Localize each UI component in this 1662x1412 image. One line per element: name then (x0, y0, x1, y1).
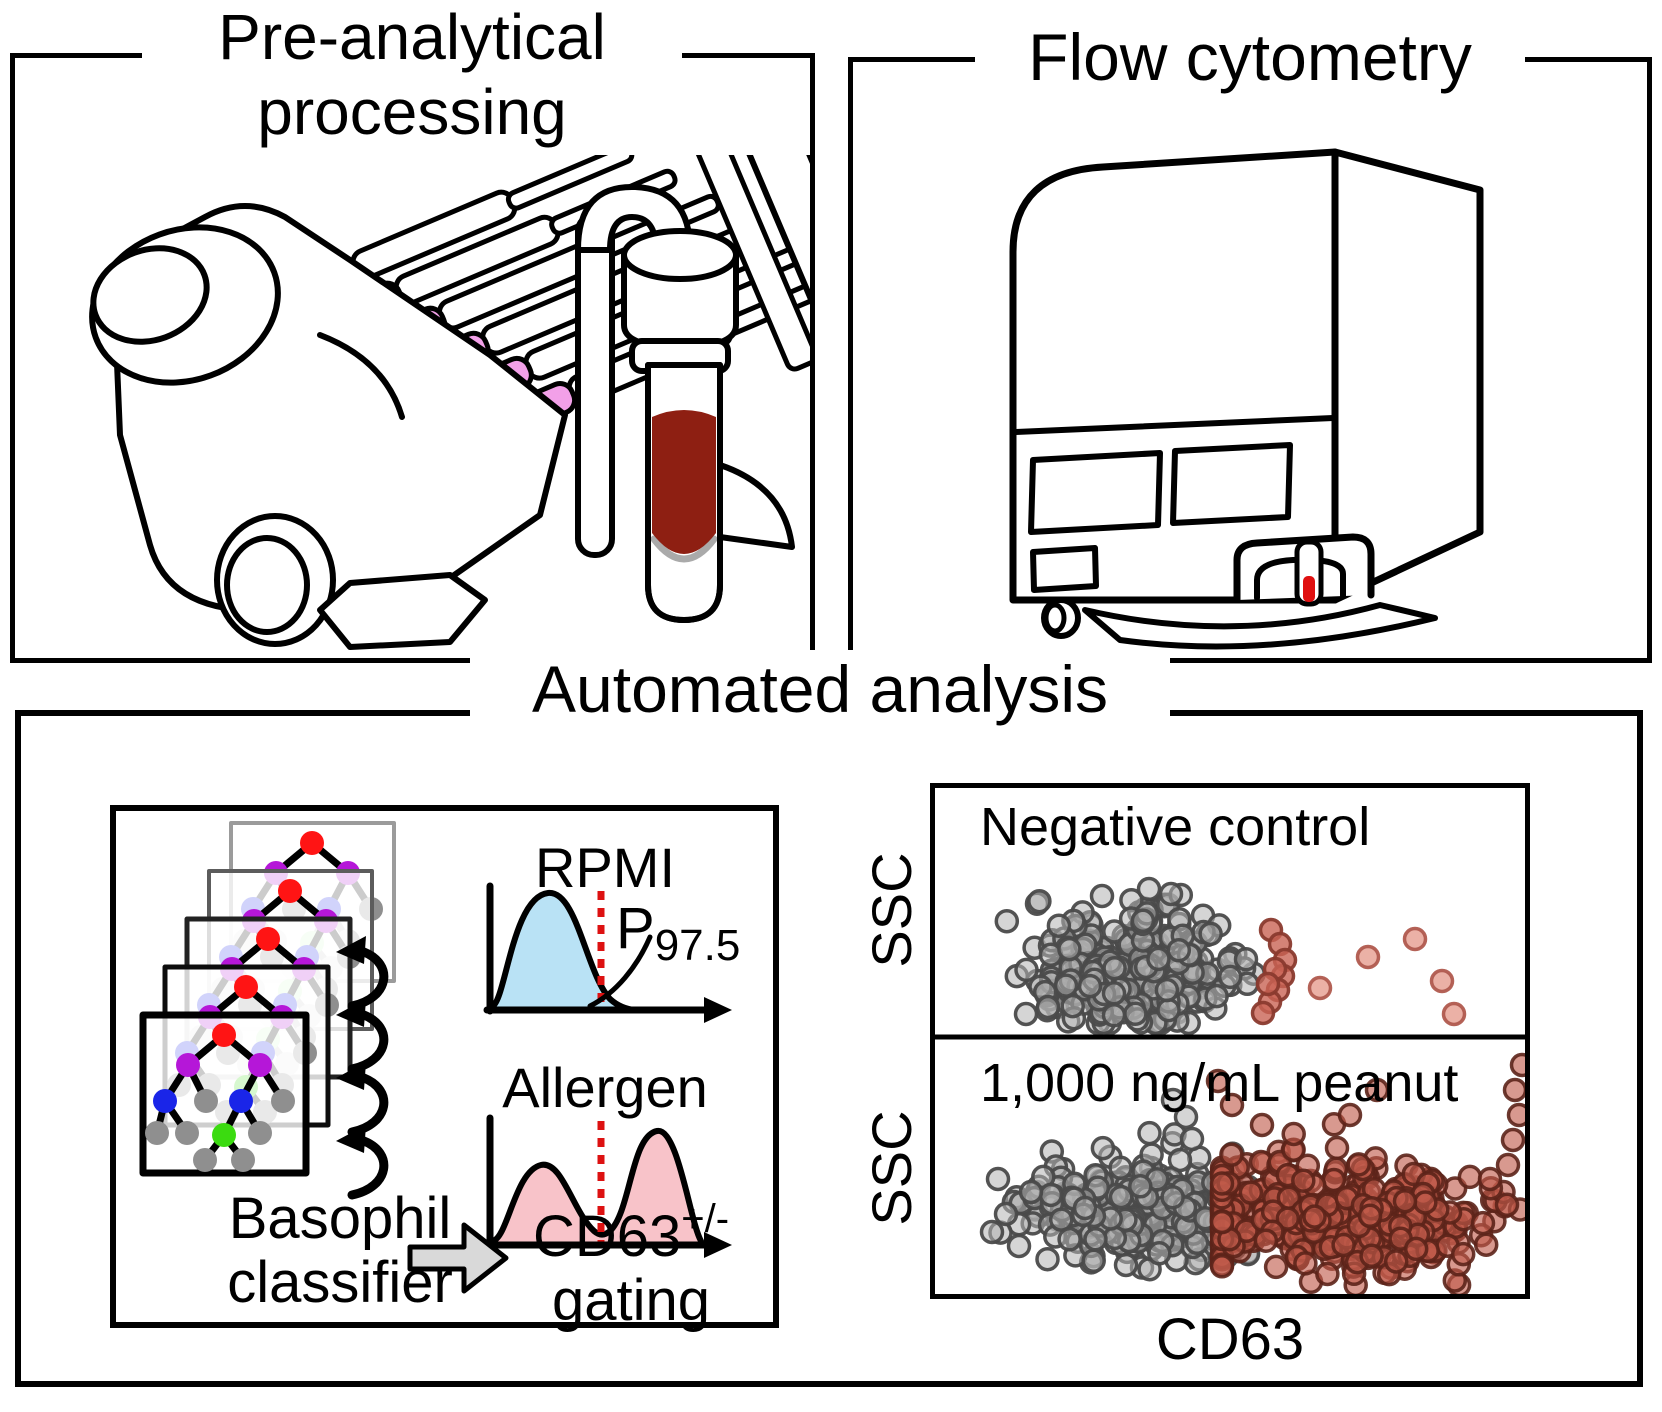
x-axis-arrowhead (704, 1232, 732, 1258)
blood-tube (645, 362, 723, 623)
caption-line: classifier (227, 1250, 453, 1315)
scatter-plots-frame: Negative control 1,000 ng/mL peanut (930, 783, 1530, 1299)
cycle-arrow-icon (336, 1125, 389, 1200)
tube-shadow (650, 535, 718, 563)
caption-line: CD63+/- (508, 1187, 754, 1269)
cytometer-side-face (1331, 148, 1484, 604)
drum-inner (90, 245, 210, 345)
title-automated-analysis: Automated analysis (470, 650, 1170, 728)
allergen-histogram (483, 1114, 732, 1258)
title-flow-cytometry: Flow cytometry (975, 18, 1525, 96)
rpmi-histogram (483, 882, 732, 1023)
holder-wedge (717, 462, 795, 550)
cd63-text: CD63 (532, 1204, 682, 1269)
caption-line: Basophil (228, 1186, 452, 1251)
lid-seam (1012, 415, 1336, 435)
title-line: processing (257, 76, 567, 148)
cd63-gating-caption: CD63+/- gating (508, 1187, 754, 1333)
y-axis-label-ssc-top: SSC (860, 852, 923, 968)
screen-left (1028, 450, 1163, 535)
sample-bay-arch (1254, 556, 1346, 601)
negative-control-title: Negative control (980, 797, 1371, 857)
basophil-classifier-box: RPMI P97.5 Allergen Basophil classifier … (110, 805, 779, 1333)
allergen-label: Allergen (502, 1056, 708, 1119)
scatter-dots-layer (979, 876, 1525, 1294)
scatter-plots (935, 876, 1525, 1294)
drip-tray (1082, 602, 1438, 650)
status-panel (1030, 545, 1099, 593)
percentile-label: P97.5 (616, 895, 786, 971)
peanut-title: 1,000 ng/mL peanut (980, 1053, 1459, 1113)
bracket (317, 572, 488, 650)
title-line: Pre-analytical (218, 1, 606, 73)
x-axis-label-cd63: CD63 (1155, 1307, 1305, 1372)
rack-bar (675, 155, 810, 372)
plus-minus-superscript: +/- (681, 1197, 730, 1241)
percentile-symbol: P (616, 896, 655, 961)
boosting-arrows (336, 936, 389, 1200)
title-preanalytical: Pre-analytical processing (142, 0, 682, 150)
percentile-value: 97.5 (654, 921, 741, 970)
y-axis-label-ssc-bottom: SSC (860, 1110, 923, 1226)
round-window-inner (224, 535, 310, 635)
tree-frame (139, 1011, 310, 1177)
blood-fill (652, 410, 716, 554)
rack-frame (711, 155, 810, 371)
percentile-leader-line (587, 934, 653, 1009)
basophil-classifier-caption: Basophil classifier (150, 1187, 530, 1315)
x-axis-arrowhead (704, 997, 732, 1023)
processor-body (89, 203, 795, 650)
classifier-graphics (139, 821, 732, 1294)
screen-right (1170, 442, 1293, 526)
flow-cytometer-illustration (1009, 148, 1484, 650)
decision-tree-stack (139, 821, 396, 1177)
rpmi-label: RPMI (535, 836, 675, 899)
sample-processor-illustration (89, 155, 810, 650)
caption-line: gating (551, 1268, 711, 1333)
sample-liquid (1303, 576, 1315, 602)
flow-arrow-icon (407, 1222, 509, 1294)
